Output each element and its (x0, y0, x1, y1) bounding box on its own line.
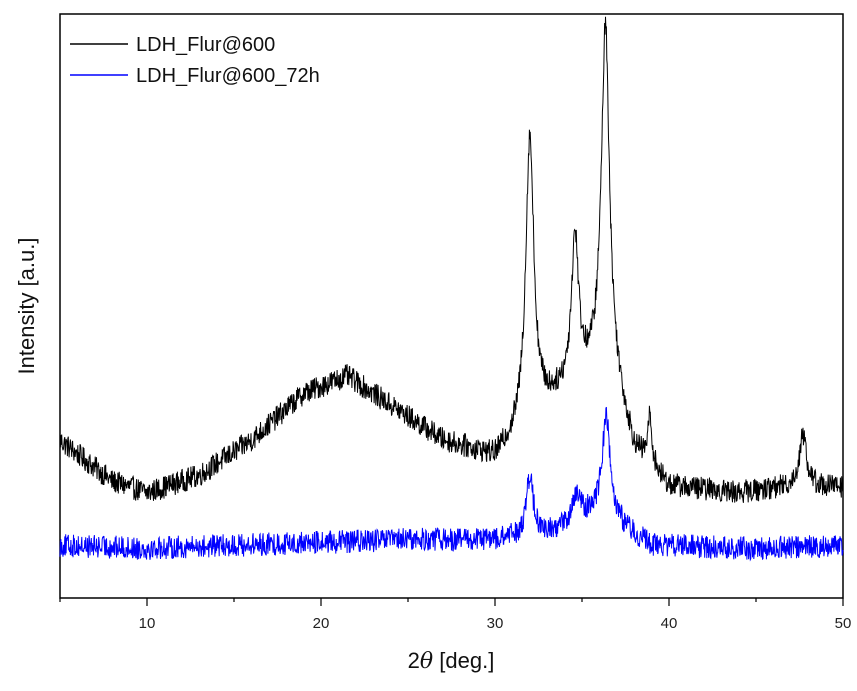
x-tick-label: 30 (487, 615, 504, 632)
y-axis-title: Intensity [a.u.] (14, 238, 39, 375)
legend: LDH_Flur@600 LDH_Flur@600_72h (70, 34, 320, 87)
x-tick-label: 20 (313, 615, 330, 632)
x-axis-title-prefix: 2 (408, 648, 420, 673)
plot-frame (59, 13, 844, 599)
series-layer (59, 16, 844, 562)
series-line-1 (59, 406, 844, 562)
x-axis-title: 2θ [deg.] (408, 648, 495, 674)
x-axis-title-theta: θ (420, 649, 433, 674)
x-tick-label: 50 (835, 615, 852, 632)
x-tick-label: 10 (139, 615, 156, 632)
x-axis-title-unit: [deg.] (433, 648, 494, 673)
legend-label-ldh-flur-600-72h: LDH_Flur@600_72h (136, 65, 320, 87)
x-axis-ticks: 10 20 30 40 50 (59, 598, 852, 632)
series-line-0 (59, 16, 844, 503)
legend-label-ldh-flur-600: LDH_Flur@600 (136, 34, 275, 56)
x-tick-label: 40 (661, 615, 678, 632)
